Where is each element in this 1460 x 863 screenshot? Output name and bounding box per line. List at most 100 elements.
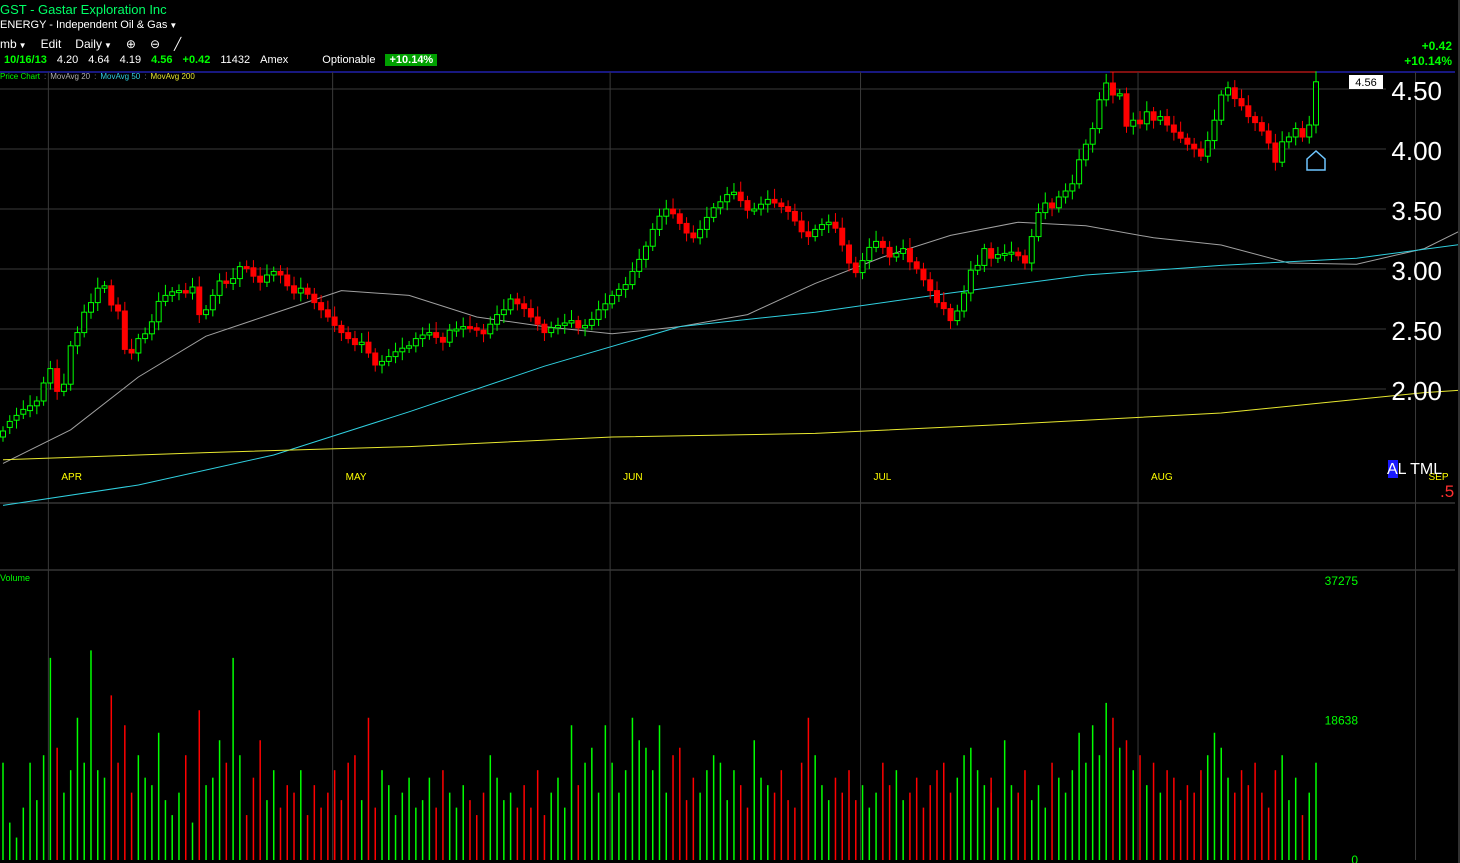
candle-body [1001, 252, 1008, 256]
moving-averages [2, 221, 1460, 506]
candle-body [1225, 87, 1232, 96]
candle-body [690, 232, 697, 239]
candle-body [1049, 202, 1056, 209]
candle-body [480, 329, 487, 335]
candle-body [94, 287, 101, 304]
candle-body [1245, 105, 1252, 118]
optionable-label: Optionable [322, 54, 376, 66]
candle-body [115, 304, 122, 312]
candle-body [1164, 116, 1171, 126]
candle-body [331, 316, 338, 326]
candle-body [433, 332, 440, 338]
candle-body [994, 254, 1001, 259]
candle-body [162, 294, 169, 302]
candle-body [13, 414, 20, 421]
candle-body [798, 220, 805, 233]
candle-body [270, 270, 277, 276]
candle-body [812, 228, 819, 238]
candle-body [710, 207, 717, 218]
candle-body [825, 221, 832, 226]
candle-body [291, 285, 298, 294]
candle-body [399, 347, 406, 353]
candle-body [927, 279, 934, 292]
right-change: +0.42 [1421, 39, 1452, 53]
candle-body [582, 324, 589, 329]
candle-body [304, 287, 311, 295]
candle-body [1089, 128, 1096, 145]
candle-body [852, 262, 859, 274]
candle-body [392, 351, 399, 358]
candle-body [182, 290, 189, 294]
symbol-title: GST - Gastar Exploration Inc [0, 2, 167, 17]
candle-body [263, 274, 270, 283]
candle-body [351, 338, 358, 346]
candle-body [426, 332, 433, 336]
candle-body [1150, 111, 1157, 121]
quote-low: 4.19 [119, 54, 142, 66]
candle-body [1042, 202, 1049, 214]
price-tick-label: 3.50 [1391, 196, 1442, 226]
volume-tick-label: 0 [1351, 853, 1358, 863]
candle-body [568, 320, 575, 324]
candle-body [1279, 141, 1286, 163]
candle-body [507, 298, 514, 311]
quote-high: 4.64 [88, 54, 110, 66]
candle-body [1062, 190, 1069, 198]
candle-body [683, 222, 690, 234]
candle-body [250, 267, 257, 277]
month-label: JUL [874, 472, 892, 483]
legend-price: Price Chart [0, 72, 41, 81]
bottom-digit: .5 [1440, 482, 1454, 501]
candle-body [832, 221, 839, 229]
candle-body [778, 202, 785, 208]
draw-tool-icon[interactable]: ╱ [174, 37, 182, 51]
quote-volume: 11432 [220, 54, 251, 66]
candle-body [1069, 183, 1076, 192]
candle-body [209, 294, 216, 311]
volume-bars [2, 650, 1317, 860]
candle-body [1096, 99, 1103, 130]
chart-legend: Price Chart: MovAvg 20: MovAvg 50: MovAv… [0, 72, 195, 81]
candle-body [554, 324, 561, 329]
candle-body [453, 328, 460, 332]
candle-body [933, 290, 940, 304]
candle-body [1258, 122, 1265, 132]
candle-body [1218, 94, 1225, 121]
price-tick-label: 2.00 [1391, 376, 1442, 406]
candle-body [649, 228, 656, 247]
candle-body [60, 383, 67, 392]
zoom-out-icon[interactable]: ⊖ [149, 37, 160, 51]
candle-body [473, 327, 480, 331]
candle-body [135, 338, 142, 354]
symbol-menu[interactable]: mb ▼ [0, 37, 27, 51]
candle-body [886, 246, 893, 258]
candle-body [277, 270, 284, 276]
edit-button[interactable]: Edit [41, 37, 62, 51]
candle-body [500, 309, 507, 316]
candle-body [1116, 93, 1123, 97]
pct-change-badge: +10.14% [385, 54, 438, 66]
candle-body [33, 400, 40, 407]
candle-body [609, 294, 616, 305]
candle-body [1008, 251, 1015, 255]
candle-body [988, 248, 995, 259]
candle-body [548, 327, 555, 334]
candle-body [575, 320, 582, 329]
candle-body [40, 382, 47, 402]
period-selector[interactable]: Daily ▼ [75, 37, 112, 51]
candle-body [311, 293, 318, 304]
zoom-in-icon[interactable]: ⊕ [125, 37, 136, 51]
candle-body [446, 329, 453, 343]
candle-body [365, 341, 372, 354]
sector-selector[interactable]: ENERGY - Independent Oil & Gas ▼ [0, 19, 177, 31]
candle-body [839, 227, 846, 246]
candle-body [466, 326, 473, 330]
candle-body [108, 285, 115, 306]
candle-body [758, 203, 765, 210]
candle-body [385, 356, 392, 362]
candle-body [1157, 116, 1164, 121]
candle-body [663, 208, 670, 217]
candle-body [358, 341, 365, 346]
candle-body [717, 201, 724, 209]
